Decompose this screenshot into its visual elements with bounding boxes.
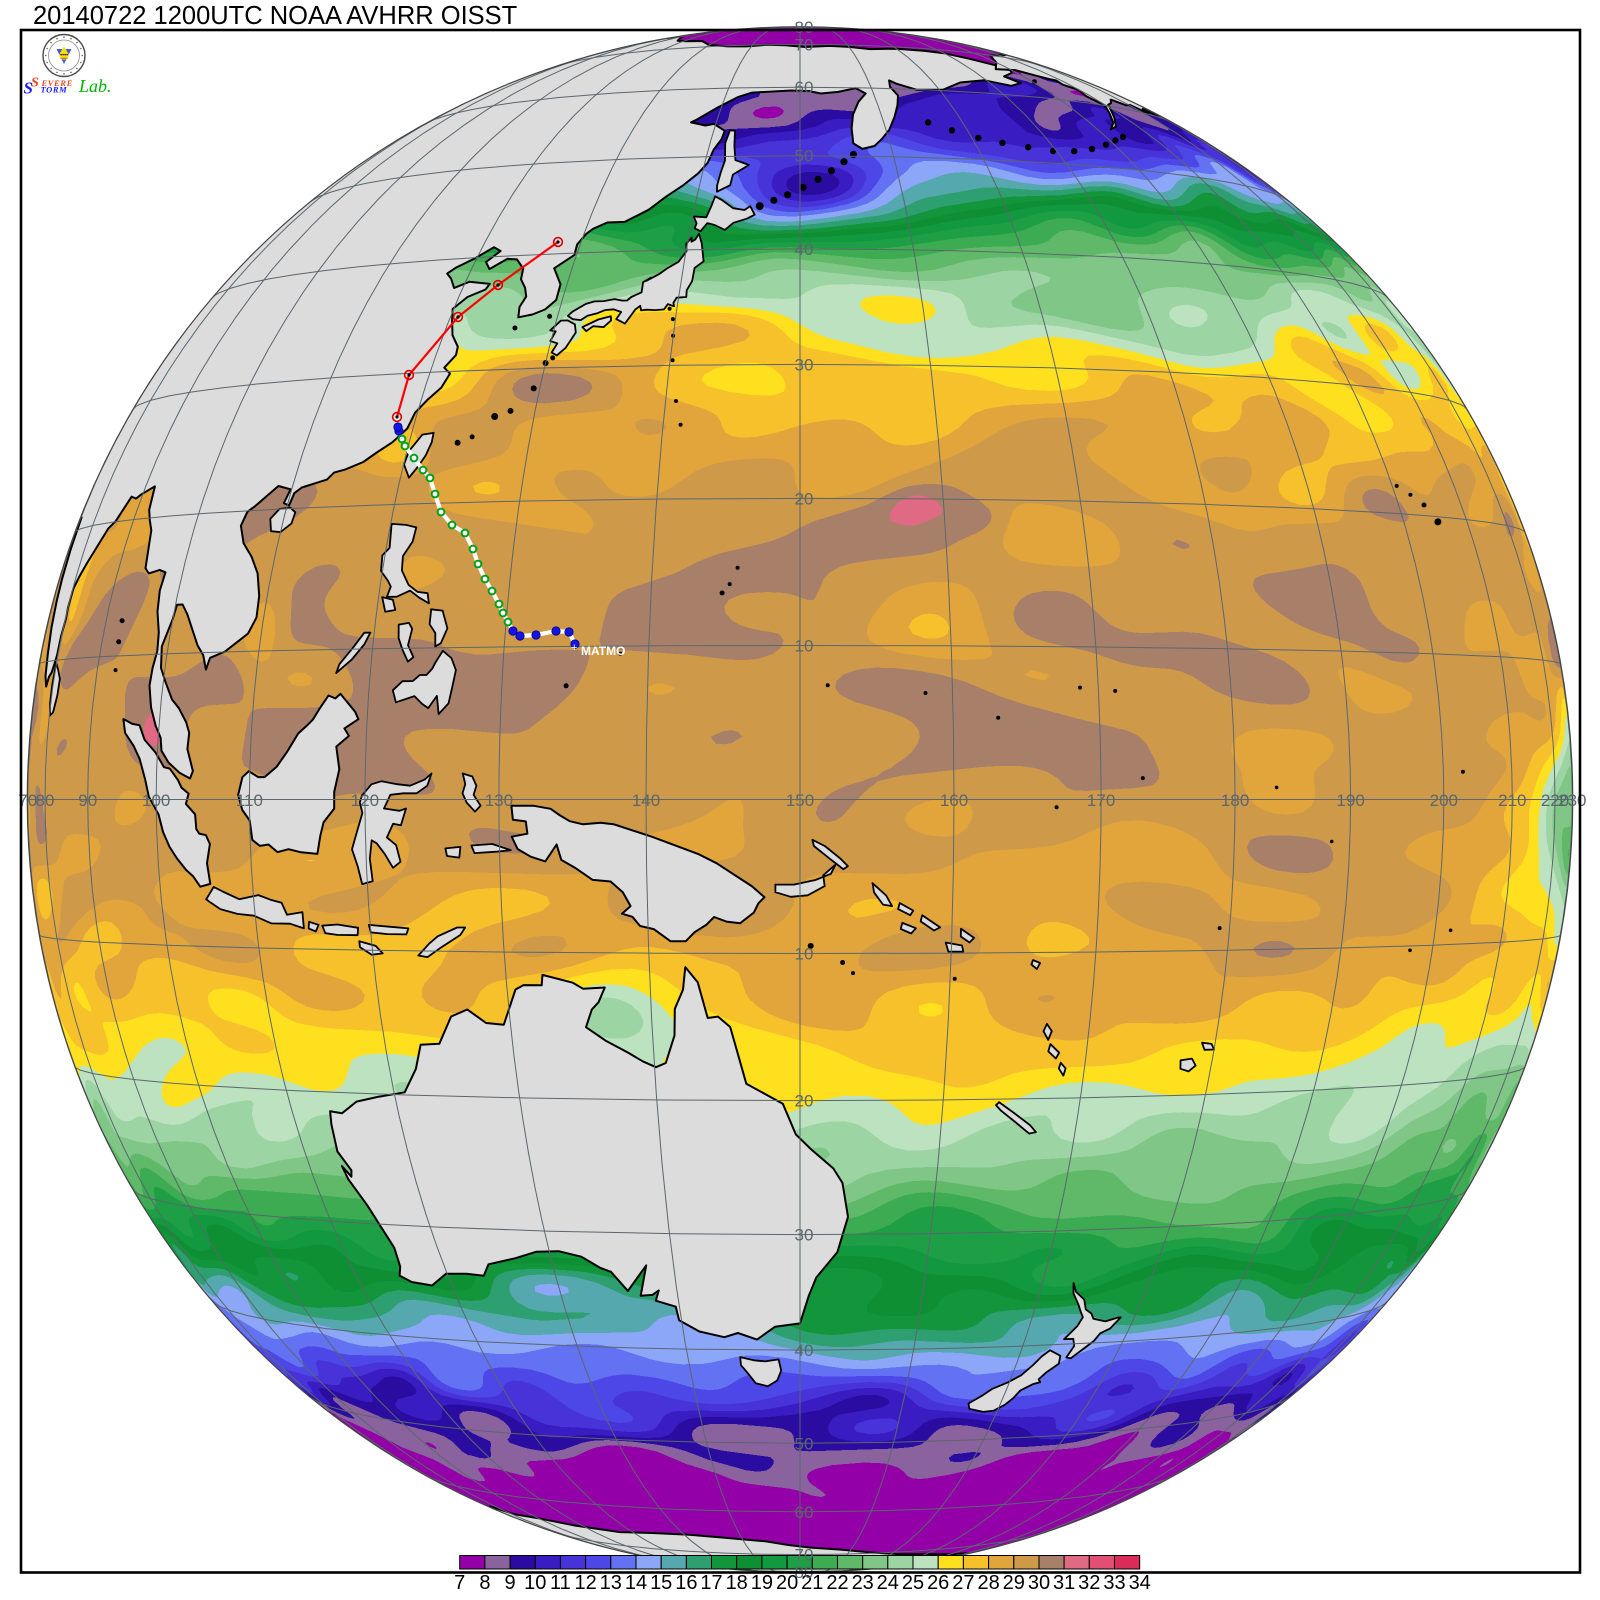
- svg-text:230: 230: [1558, 791, 1586, 810]
- svg-text:23: 23: [852, 1572, 874, 1594]
- svg-text:70: 70: [795, 1546, 814, 1565]
- svg-text:13: 13: [600, 1572, 622, 1594]
- svg-text:150: 150: [786, 791, 814, 810]
- svg-text:40: 40: [795, 1341, 814, 1360]
- svg-text:34: 34: [1129, 1572, 1151, 1594]
- svg-text:TORM: TORM: [41, 85, 68, 95]
- svg-text:20: 20: [795, 1092, 814, 1111]
- svg-text:50: 50: [795, 147, 814, 166]
- svg-text:30: 30: [795, 355, 814, 374]
- svg-text:70: 70: [18, 791, 37, 810]
- svg-text:160: 160: [940, 791, 968, 810]
- svg-text:EVERE: EVERE: [41, 78, 73, 88]
- svg-text:11: 11: [550, 1572, 571, 1594]
- svg-text:220: 220: [1541, 791, 1569, 810]
- svg-text:180: 180: [1221, 791, 1249, 810]
- svg-text:90: 90: [78, 791, 97, 810]
- svg-text:19: 19: [751, 1572, 773, 1594]
- svg-text:28: 28: [977, 1572, 999, 1594]
- svg-text:31: 31: [1053, 1572, 1075, 1594]
- svg-text:17: 17: [700, 1572, 722, 1594]
- svg-text:33: 33: [1103, 1572, 1125, 1594]
- svg-text:29: 29: [1003, 1572, 1025, 1594]
- svg-text:12: 12: [574, 1572, 596, 1594]
- svg-text:27: 27: [952, 1572, 974, 1594]
- svg-text:24: 24: [877, 1572, 899, 1594]
- svg-text:190: 190: [1336, 791, 1364, 810]
- svg-text:100: 100: [142, 791, 170, 810]
- svg-text:80: 80: [795, 18, 814, 37]
- svg-text:10: 10: [524, 1572, 546, 1594]
- svg-text:9: 9: [505, 1572, 516, 1594]
- svg-text:10: 10: [795, 637, 814, 656]
- svg-text:70: 70: [795, 36, 814, 55]
- svg-text:200: 200: [1430, 791, 1458, 810]
- svg-text:32: 32: [1078, 1572, 1100, 1594]
- svg-text:18: 18: [726, 1572, 748, 1594]
- svg-text:120: 120: [351, 791, 379, 810]
- svg-text:15: 15: [650, 1572, 672, 1594]
- svg-text:60: 60: [795, 1503, 814, 1522]
- svg-text:MATMO: MATMO: [581, 644, 625, 658]
- svg-text:60: 60: [795, 78, 814, 97]
- svg-text:22: 22: [826, 1572, 848, 1594]
- svg-text:30: 30: [795, 1226, 814, 1245]
- svg-text:Lab.: Lab.: [78, 76, 112, 96]
- svg-text:40: 40: [795, 240, 814, 259]
- svg-text:21: 21: [801, 1572, 823, 1594]
- svg-text:50: 50: [795, 1434, 814, 1453]
- svg-text:140: 140: [632, 791, 660, 810]
- svg-text:16: 16: [675, 1572, 697, 1594]
- svg-text:130: 130: [485, 791, 513, 810]
- svg-text:30: 30: [1028, 1572, 1050, 1594]
- svg-text:25: 25: [902, 1572, 924, 1594]
- svg-text:26: 26: [927, 1572, 949, 1594]
- svg-text:14: 14: [625, 1572, 647, 1594]
- svg-text:+: +: [571, 642, 577, 654]
- svg-text:210: 210: [1498, 791, 1526, 810]
- svg-text:20140722 1200UTC NOAA AVHRR OI: 20140722 1200UTC NOAA AVHRR OISST: [33, 2, 517, 30]
- svg-text:80: 80: [36, 791, 55, 810]
- svg-text:7: 7: [454, 1572, 465, 1594]
- svg-text:20: 20: [795, 489, 814, 508]
- svg-text:S: S: [31, 76, 39, 91]
- svg-text:110: 110: [236, 791, 263, 810]
- svg-text:S: S: [24, 79, 33, 98]
- svg-text:170: 170: [1087, 791, 1115, 810]
- svg-text:20: 20: [776, 1572, 798, 1594]
- svg-text:10: 10: [795, 945, 814, 964]
- svg-text:8: 8: [479, 1572, 490, 1594]
